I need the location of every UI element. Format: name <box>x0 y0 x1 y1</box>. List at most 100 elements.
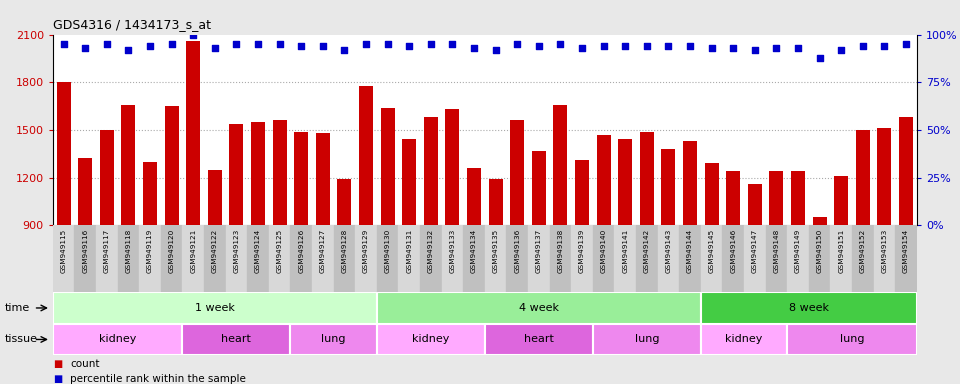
Bar <box>423 117 438 225</box>
Point <box>358 41 373 48</box>
Bar <box>398 225 420 292</box>
Bar <box>726 171 740 225</box>
Bar <box>553 104 567 225</box>
Bar <box>877 128 892 225</box>
Text: GSM949115: GSM949115 <box>60 228 66 273</box>
Bar <box>273 121 287 225</box>
Text: GSM949136: GSM949136 <box>515 228 520 273</box>
Bar <box>380 108 395 225</box>
Bar <box>337 179 351 225</box>
Point <box>78 45 93 51</box>
Bar <box>355 225 377 292</box>
Bar <box>164 106 179 225</box>
Bar <box>855 130 870 225</box>
Text: GSM949127: GSM949127 <box>320 228 325 273</box>
Bar <box>291 324 377 355</box>
Bar <box>182 225 204 292</box>
Bar <box>748 184 762 225</box>
Bar <box>186 41 201 225</box>
Bar <box>78 159 92 225</box>
Text: GSM949120: GSM949120 <box>169 228 175 273</box>
Bar <box>143 162 157 225</box>
Bar <box>316 133 330 225</box>
Text: kidney: kidney <box>99 334 136 344</box>
Text: GSM949121: GSM949121 <box>190 228 196 273</box>
Text: GSM949140: GSM949140 <box>601 228 607 273</box>
Text: ■: ■ <box>53 374 62 384</box>
Text: GSM949149: GSM949149 <box>795 228 801 273</box>
Point <box>444 41 460 48</box>
Point <box>574 45 589 51</box>
Text: GSM949118: GSM949118 <box>126 228 132 273</box>
Point <box>531 43 546 50</box>
Text: GSM949124: GSM949124 <box>255 228 261 273</box>
Text: GSM949153: GSM949153 <box>881 228 887 273</box>
Text: tissue: tissue <box>5 334 37 344</box>
Point <box>769 45 784 51</box>
Point <box>899 41 914 48</box>
Text: GSM949122: GSM949122 <box>212 228 218 273</box>
Bar <box>100 130 114 225</box>
Bar <box>575 160 589 225</box>
Bar <box>485 324 592 355</box>
Bar <box>161 225 182 292</box>
Text: lung: lung <box>840 334 864 344</box>
Text: GSM949137: GSM949137 <box>536 228 541 273</box>
Bar <box>376 292 701 324</box>
Text: count: count <box>70 359 100 369</box>
Bar <box>791 171 805 225</box>
Text: ■: ■ <box>53 359 62 369</box>
Point <box>553 41 568 48</box>
Text: GSM949152: GSM949152 <box>860 228 866 273</box>
Bar <box>658 225 680 292</box>
Bar <box>96 225 117 292</box>
Text: GSM949142: GSM949142 <box>644 228 650 273</box>
Bar <box>744 225 766 292</box>
Bar <box>701 225 723 292</box>
Bar <box>723 225 744 292</box>
Point <box>164 41 180 48</box>
Text: GSM949132: GSM949132 <box>428 228 434 273</box>
Text: percentile rank within the sample: percentile rank within the sample <box>70 374 246 384</box>
Bar <box>592 324 701 355</box>
Bar <box>895 225 917 292</box>
Bar <box>377 225 398 292</box>
Point <box>855 43 871 50</box>
Bar <box>57 83 71 225</box>
Text: lung: lung <box>322 334 346 344</box>
Bar <box>467 168 481 225</box>
Bar <box>596 135 611 225</box>
Text: kidney: kidney <box>726 334 762 344</box>
Bar <box>376 324 485 355</box>
Bar <box>874 225 895 292</box>
Point <box>315 43 330 50</box>
Bar <box>618 139 633 225</box>
Bar <box>53 292 376 324</box>
Point <box>747 47 762 53</box>
Bar <box>769 171 783 225</box>
Text: GSM949148: GSM949148 <box>774 228 780 273</box>
Bar <box>117 225 139 292</box>
Text: GSM949116: GSM949116 <box>83 228 88 273</box>
Point <box>272 41 287 48</box>
Point <box>596 43 612 50</box>
Bar <box>53 225 75 292</box>
Bar <box>334 225 355 292</box>
Point <box>639 43 655 50</box>
Bar <box>661 149 676 225</box>
Text: GSM949143: GSM949143 <box>665 228 671 273</box>
Text: GSM949117: GSM949117 <box>104 228 109 273</box>
Text: 4 week: 4 week <box>518 303 559 313</box>
Bar <box>312 225 334 292</box>
Bar <box>489 179 503 225</box>
Point <box>185 32 201 38</box>
Bar <box>207 170 222 225</box>
Point <box>660 43 676 50</box>
Bar <box>74 225 96 292</box>
Point <box>876 43 892 50</box>
Text: 8 week: 8 week <box>789 303 828 313</box>
Point <box>401 43 417 50</box>
Text: heart: heart <box>524 334 554 344</box>
Text: GSM949151: GSM949151 <box>838 228 844 273</box>
Text: GSM949126: GSM949126 <box>299 228 304 273</box>
